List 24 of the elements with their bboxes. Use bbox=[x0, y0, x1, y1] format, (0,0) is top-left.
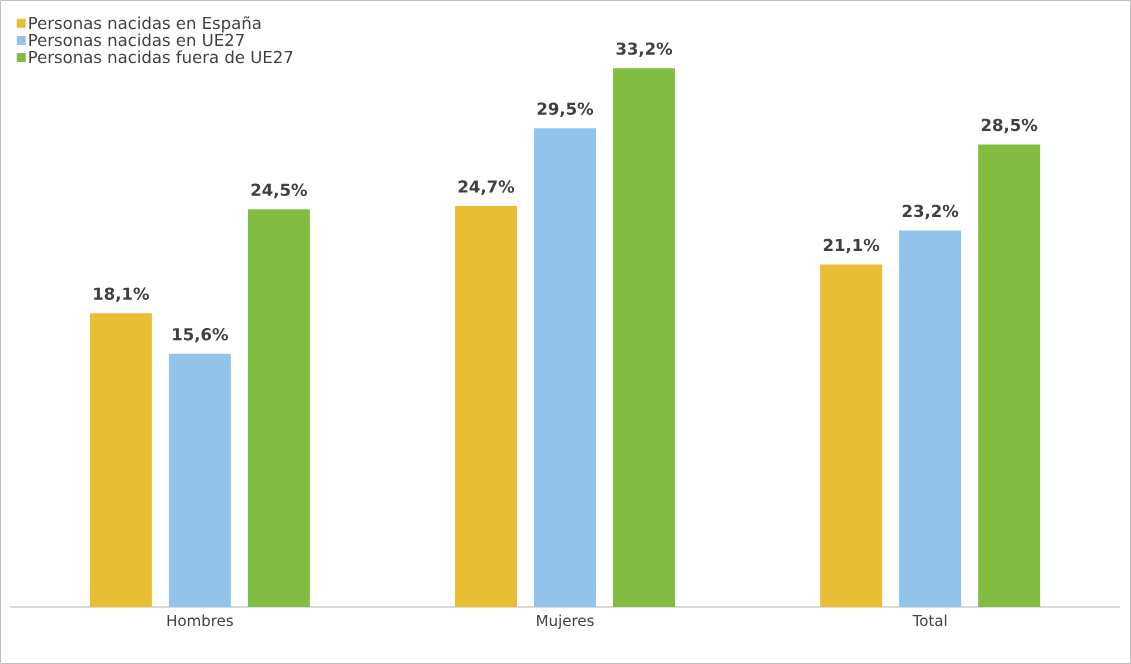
bar bbox=[89, 313, 152, 607]
data-label: 21,1% bbox=[823, 238, 880, 254]
data-label: 18,1% bbox=[94, 287, 149, 303]
bar bbox=[534, 128, 597, 607]
bar bbox=[899, 230, 962, 607]
legend-label: Personas nacidas en UE27 bbox=[29, 33, 244, 47]
data-label: 23,2% bbox=[902, 204, 959, 220]
bar bbox=[978, 144, 1041, 607]
x-tick-label: Hombres bbox=[167, 614, 233, 627]
bar bbox=[820, 264, 883, 607]
data-label: 33,2% bbox=[616, 42, 673, 57]
x-tick-label: Mujeres bbox=[537, 614, 594, 630]
legend-label: Personas nacidas en España bbox=[29, 16, 261, 33]
legend-label: Personas nacidas fuera de UE27 bbox=[29, 50, 293, 64]
bar bbox=[247, 209, 310, 607]
bar bbox=[613, 68, 676, 607]
data-label: 29,5% bbox=[537, 102, 594, 118]
x-tick-label: Total bbox=[912, 614, 947, 627]
data-label: 24,5% bbox=[251, 183, 307, 199]
data-label: 24,7% bbox=[458, 180, 515, 195]
bar bbox=[455, 206, 518, 607]
data-label: 15,6% bbox=[173, 328, 228, 343]
bar bbox=[168, 353, 231, 607]
data-label: 28,5% bbox=[981, 118, 1038, 134]
